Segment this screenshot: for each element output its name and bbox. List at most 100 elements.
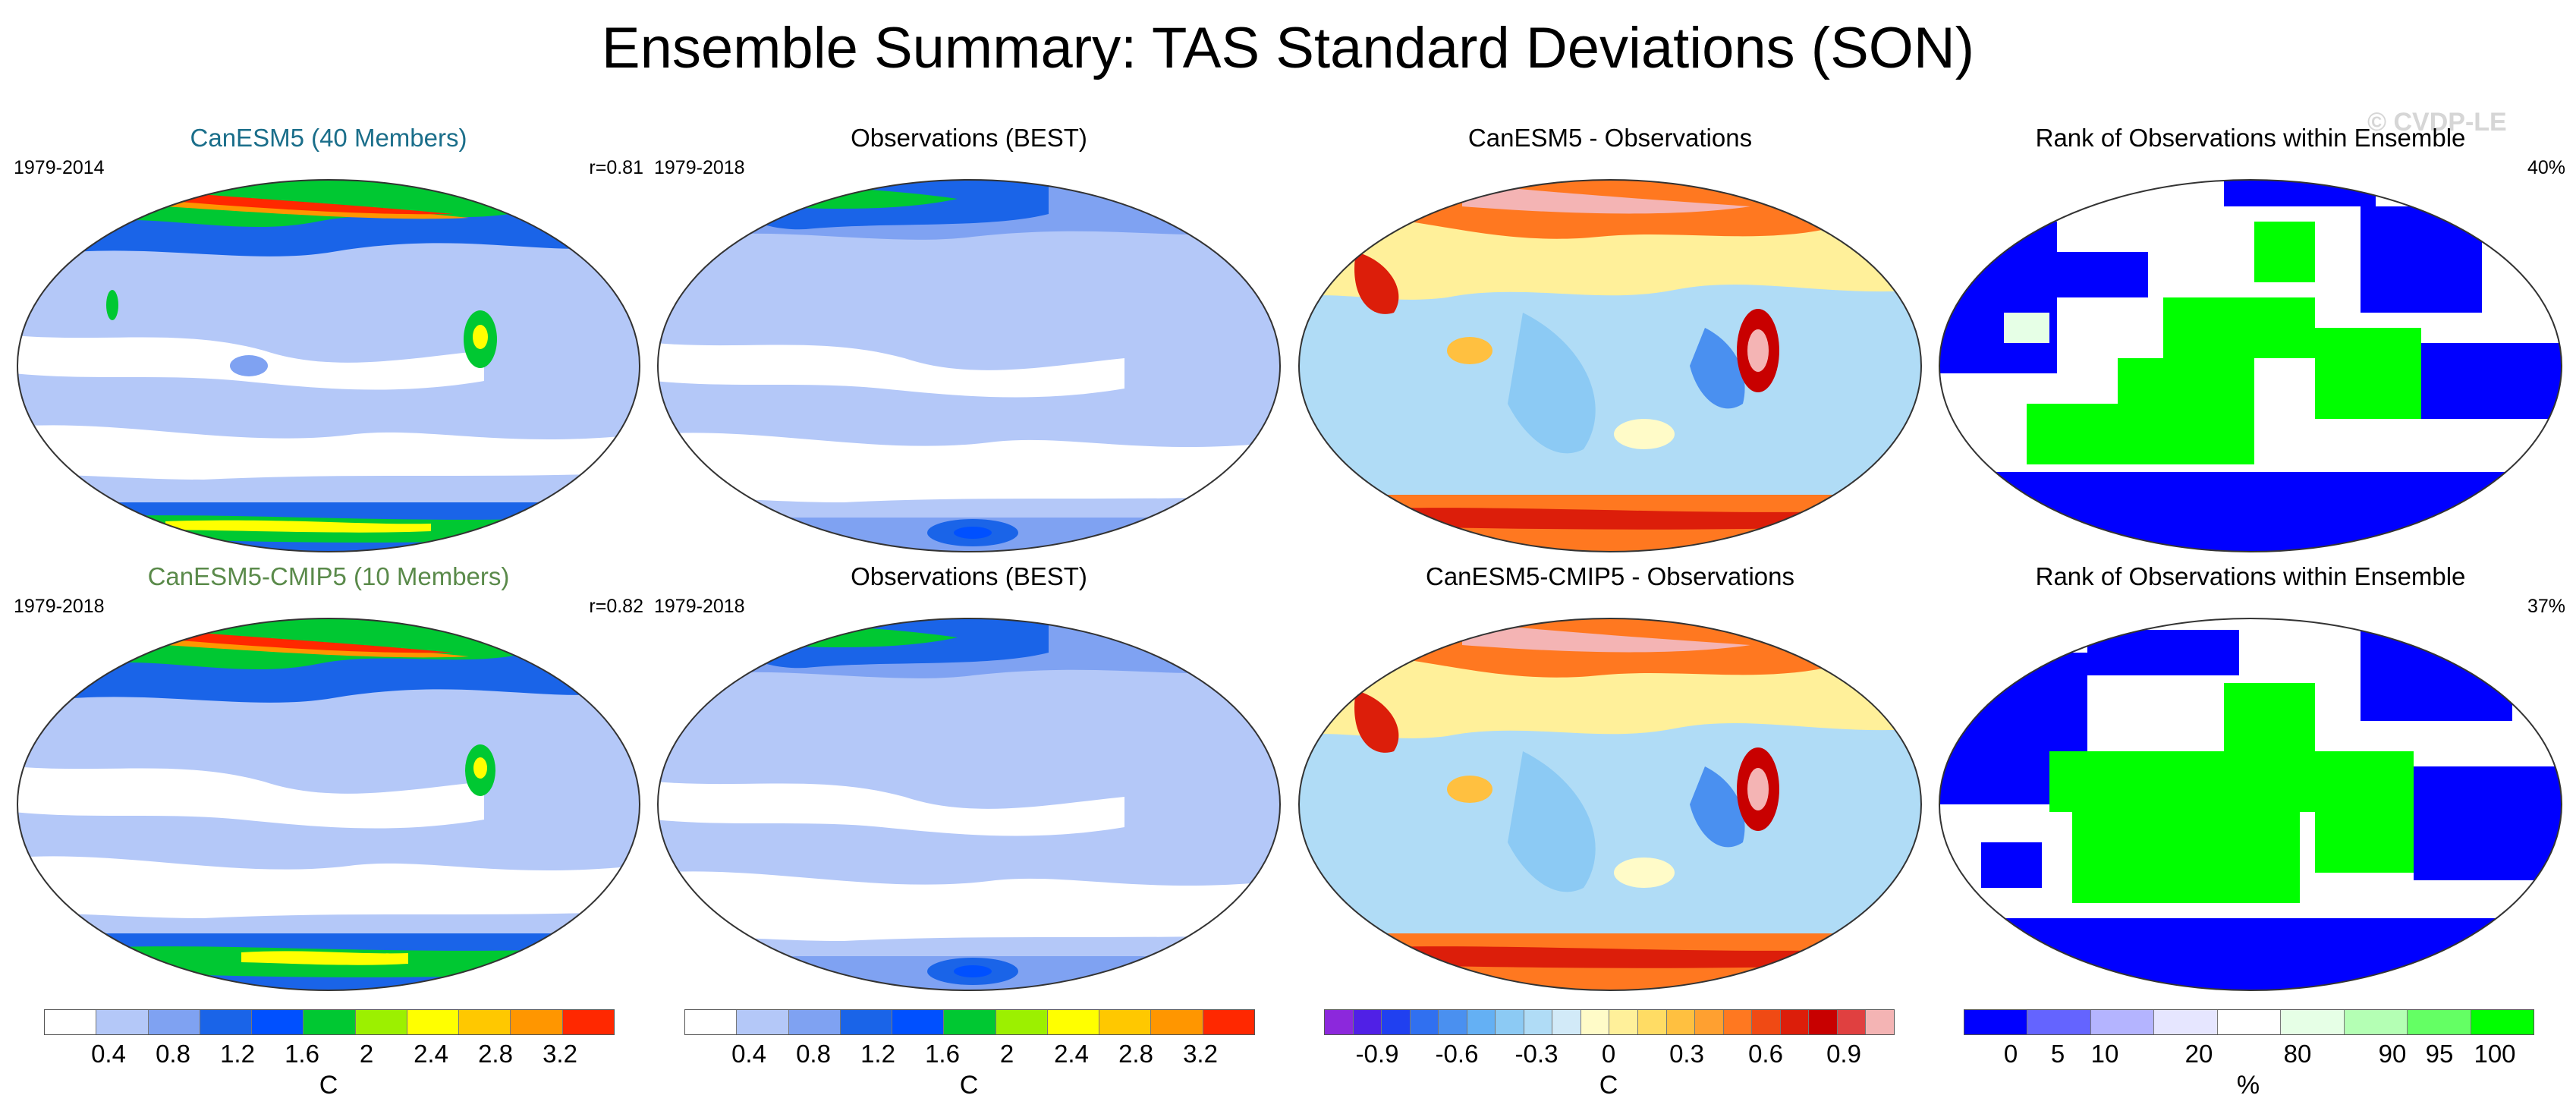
colorbar-model-unit: C: [319, 1071, 338, 1100]
panel-diff-row2: CanESM5-CMIP5 - Observations: [1295, 562, 1925, 1017]
colorbar-diff-swatches: [1324, 1009, 1895, 1035]
colorbar-swatch: [1099, 1010, 1152, 1034]
period-label-model-row1: 1979-2014: [14, 157, 105, 178]
colorbar-swatch: [1203, 1010, 1254, 1034]
colorbar-swatch: [1410, 1010, 1439, 1034]
panel-rank-row2: Rank of Observations within Ensemble 37%: [1936, 562, 2565, 1017]
colorbar-swatch: [2471, 1010, 2534, 1034]
colorbar-swatch: [737, 1010, 789, 1034]
correlation-label-row2: r=0.82: [589, 596, 643, 617]
rank-percent-row1: 40%: [2527, 157, 2565, 178]
colorbar-obs-tick: 1.6: [925, 1040, 960, 1068]
cvdp-watermark: © CVDP-LE: [2367, 108, 2507, 137]
colorbar-model-tick: 3.2: [543, 1040, 577, 1068]
panel-title-diff-row1: CanESM5 - Observations: [1467, 124, 1753, 152]
colorbar-swatch: [2027, 1010, 2091, 1034]
colorbar-swatch: [1837, 1010, 1867, 1034]
colorbar-obs-tick: 2.4: [1054, 1040, 1089, 1068]
colorbar-diff-tick: -0.9: [1355, 1040, 1399, 1068]
colorbar-model-tick: 2.4: [414, 1040, 448, 1068]
period-label-obs-row2: 1979-2018: [654, 596, 745, 617]
colorbar-swatch: [148, 1010, 200, 1034]
colorbar-obs-tick: 0.8: [796, 1040, 831, 1068]
colorbar-rank-tick: 100: [2474, 1040, 2516, 1068]
colorbar-swatch: [45, 1010, 97, 1034]
colorbar-model-tick: 2.8: [478, 1040, 513, 1068]
colorbar-diff-tick: 0.9: [1826, 1040, 1861, 1068]
colorbar-obs-tick: 2.8: [1118, 1040, 1153, 1068]
colorbar-swatch: [1353, 1010, 1382, 1034]
correlation-label-row1: r=0.81: [589, 157, 643, 178]
colorbar-swatch: [2154, 1010, 2218, 1034]
colorbar-swatch: [1809, 1010, 1838, 1034]
colorbar-swatch: [96, 1010, 149, 1034]
colorbar-rank-tick: 0: [2003, 1040, 2018, 1068]
colorbar-swatch: [1524, 1010, 1553, 1034]
period-label-obs-row1: 1979-2018: [654, 157, 745, 178]
colorbar-swatch: [2344, 1010, 2408, 1034]
colorbar-swatch: [1496, 1010, 1524, 1034]
colorbar-rank-swatches: [1964, 1009, 2534, 1035]
colorbar-swatch: [1552, 1010, 1581, 1034]
colorbar-swatch: [995, 1010, 1048, 1034]
map-obs-row1: [657, 179, 1281, 552]
colorbar-swatch: [840, 1010, 893, 1034]
colorbar-swatch: [2281, 1010, 2345, 1034]
colorbar-swatch: [2090, 1010, 2155, 1034]
colorbar-swatch: [1151, 1010, 1203, 1034]
colorbar-rank-tick: 90: [2378, 1040, 2407, 1068]
panel-model-row2: CanESM5-CMIP5 (10 Members) 1979-2018 r=0…: [14, 562, 643, 1017]
panel-title-obs-row1: Observations (BEST): [851, 124, 1087, 152]
map-rank-row2: [1939, 618, 2562, 991]
colorbar-swatch: [562, 1010, 614, 1034]
map-diff-row2: [1298, 618, 1922, 991]
colorbar-diff-tick: 0.6: [1748, 1040, 1783, 1068]
map-model-row1: [17, 179, 640, 552]
colorbar-diff-unit: C: [1599, 1071, 1618, 1100]
colorbar-swatch: [1752, 1010, 1781, 1034]
colorbar-rank-tick: 10: [2090, 1040, 2119, 1068]
colorbar-swatch: [944, 1010, 996, 1034]
rank-percent-row2: 37%: [2527, 596, 2565, 617]
colorbar-swatch: [459, 1010, 511, 1034]
map-diff-row1: [1298, 179, 1922, 552]
colorbar-swatch: [1964, 1010, 2028, 1034]
colorbar-swatch: [1723, 1010, 1753, 1034]
panel-obs-row2: Observations (BEST) 1979-2018: [654, 562, 1284, 1017]
panel-title-model-row2: CanESM5-CMIP5 (10 Members): [147, 562, 510, 590]
colorbar-swatch: [1325, 1010, 1354, 1034]
colorbar-swatch: [2408, 1010, 2471, 1034]
colorbar-swatch: [685, 1010, 738, 1034]
colorbar-swatch: [1609, 1010, 1639, 1034]
colorbar-diff-tick: -0.6: [1435, 1040, 1479, 1068]
colorbar-model-tick: 1.6: [285, 1040, 319, 1068]
colorbar-swatch: [788, 1010, 841, 1034]
colorbar-swatch: [1780, 1010, 1810, 1034]
colorbar-swatch: [304, 1010, 356, 1034]
colorbar-swatch: [511, 1010, 563, 1034]
colorbar-rank-tick: 20: [2184, 1040, 2213, 1068]
panel-title-rank-row2: Rank of Observations within Ensemble: [2035, 562, 2466, 590]
colorbar-swatch: [200, 1010, 253, 1034]
colorbar-obs-tick: 0.4: [731, 1040, 766, 1068]
panel-diff-row1: CanESM5 - Observations: [1295, 123, 1925, 578]
colorbar-swatch: [355, 1010, 407, 1034]
colorbar-rank-unit: %: [2236, 1071, 2260, 1100]
colorbar-swatch: [252, 1010, 304, 1034]
colorbar-swatch: [1581, 1010, 1610, 1034]
colorbar-swatch: [2217, 1010, 2282, 1034]
colorbar-obs-tick: 3.2: [1183, 1040, 1218, 1068]
colorbar-model-tick: 2: [359, 1040, 374, 1068]
colorbar-swatch: [1467, 1010, 1496, 1034]
colorbar-swatch: [892, 1010, 945, 1034]
colorbar-diff-tick: -0.3: [1514, 1040, 1558, 1068]
colorbar-swatch: [1439, 1010, 1467, 1034]
colorbar-swatch: [1382, 1010, 1411, 1034]
colorbar-swatch: [1866, 1010, 1894, 1034]
colorbar-model-tick: 0.4: [91, 1040, 126, 1068]
map-model-row2: [17, 618, 640, 991]
map-obs-row2: [657, 618, 1281, 991]
colorbar-obs-swatches: [684, 1009, 1255, 1035]
colorbar-model-tick: 0.8: [156, 1040, 190, 1068]
colorbar-diff-tick: 0.3: [1669, 1040, 1704, 1068]
